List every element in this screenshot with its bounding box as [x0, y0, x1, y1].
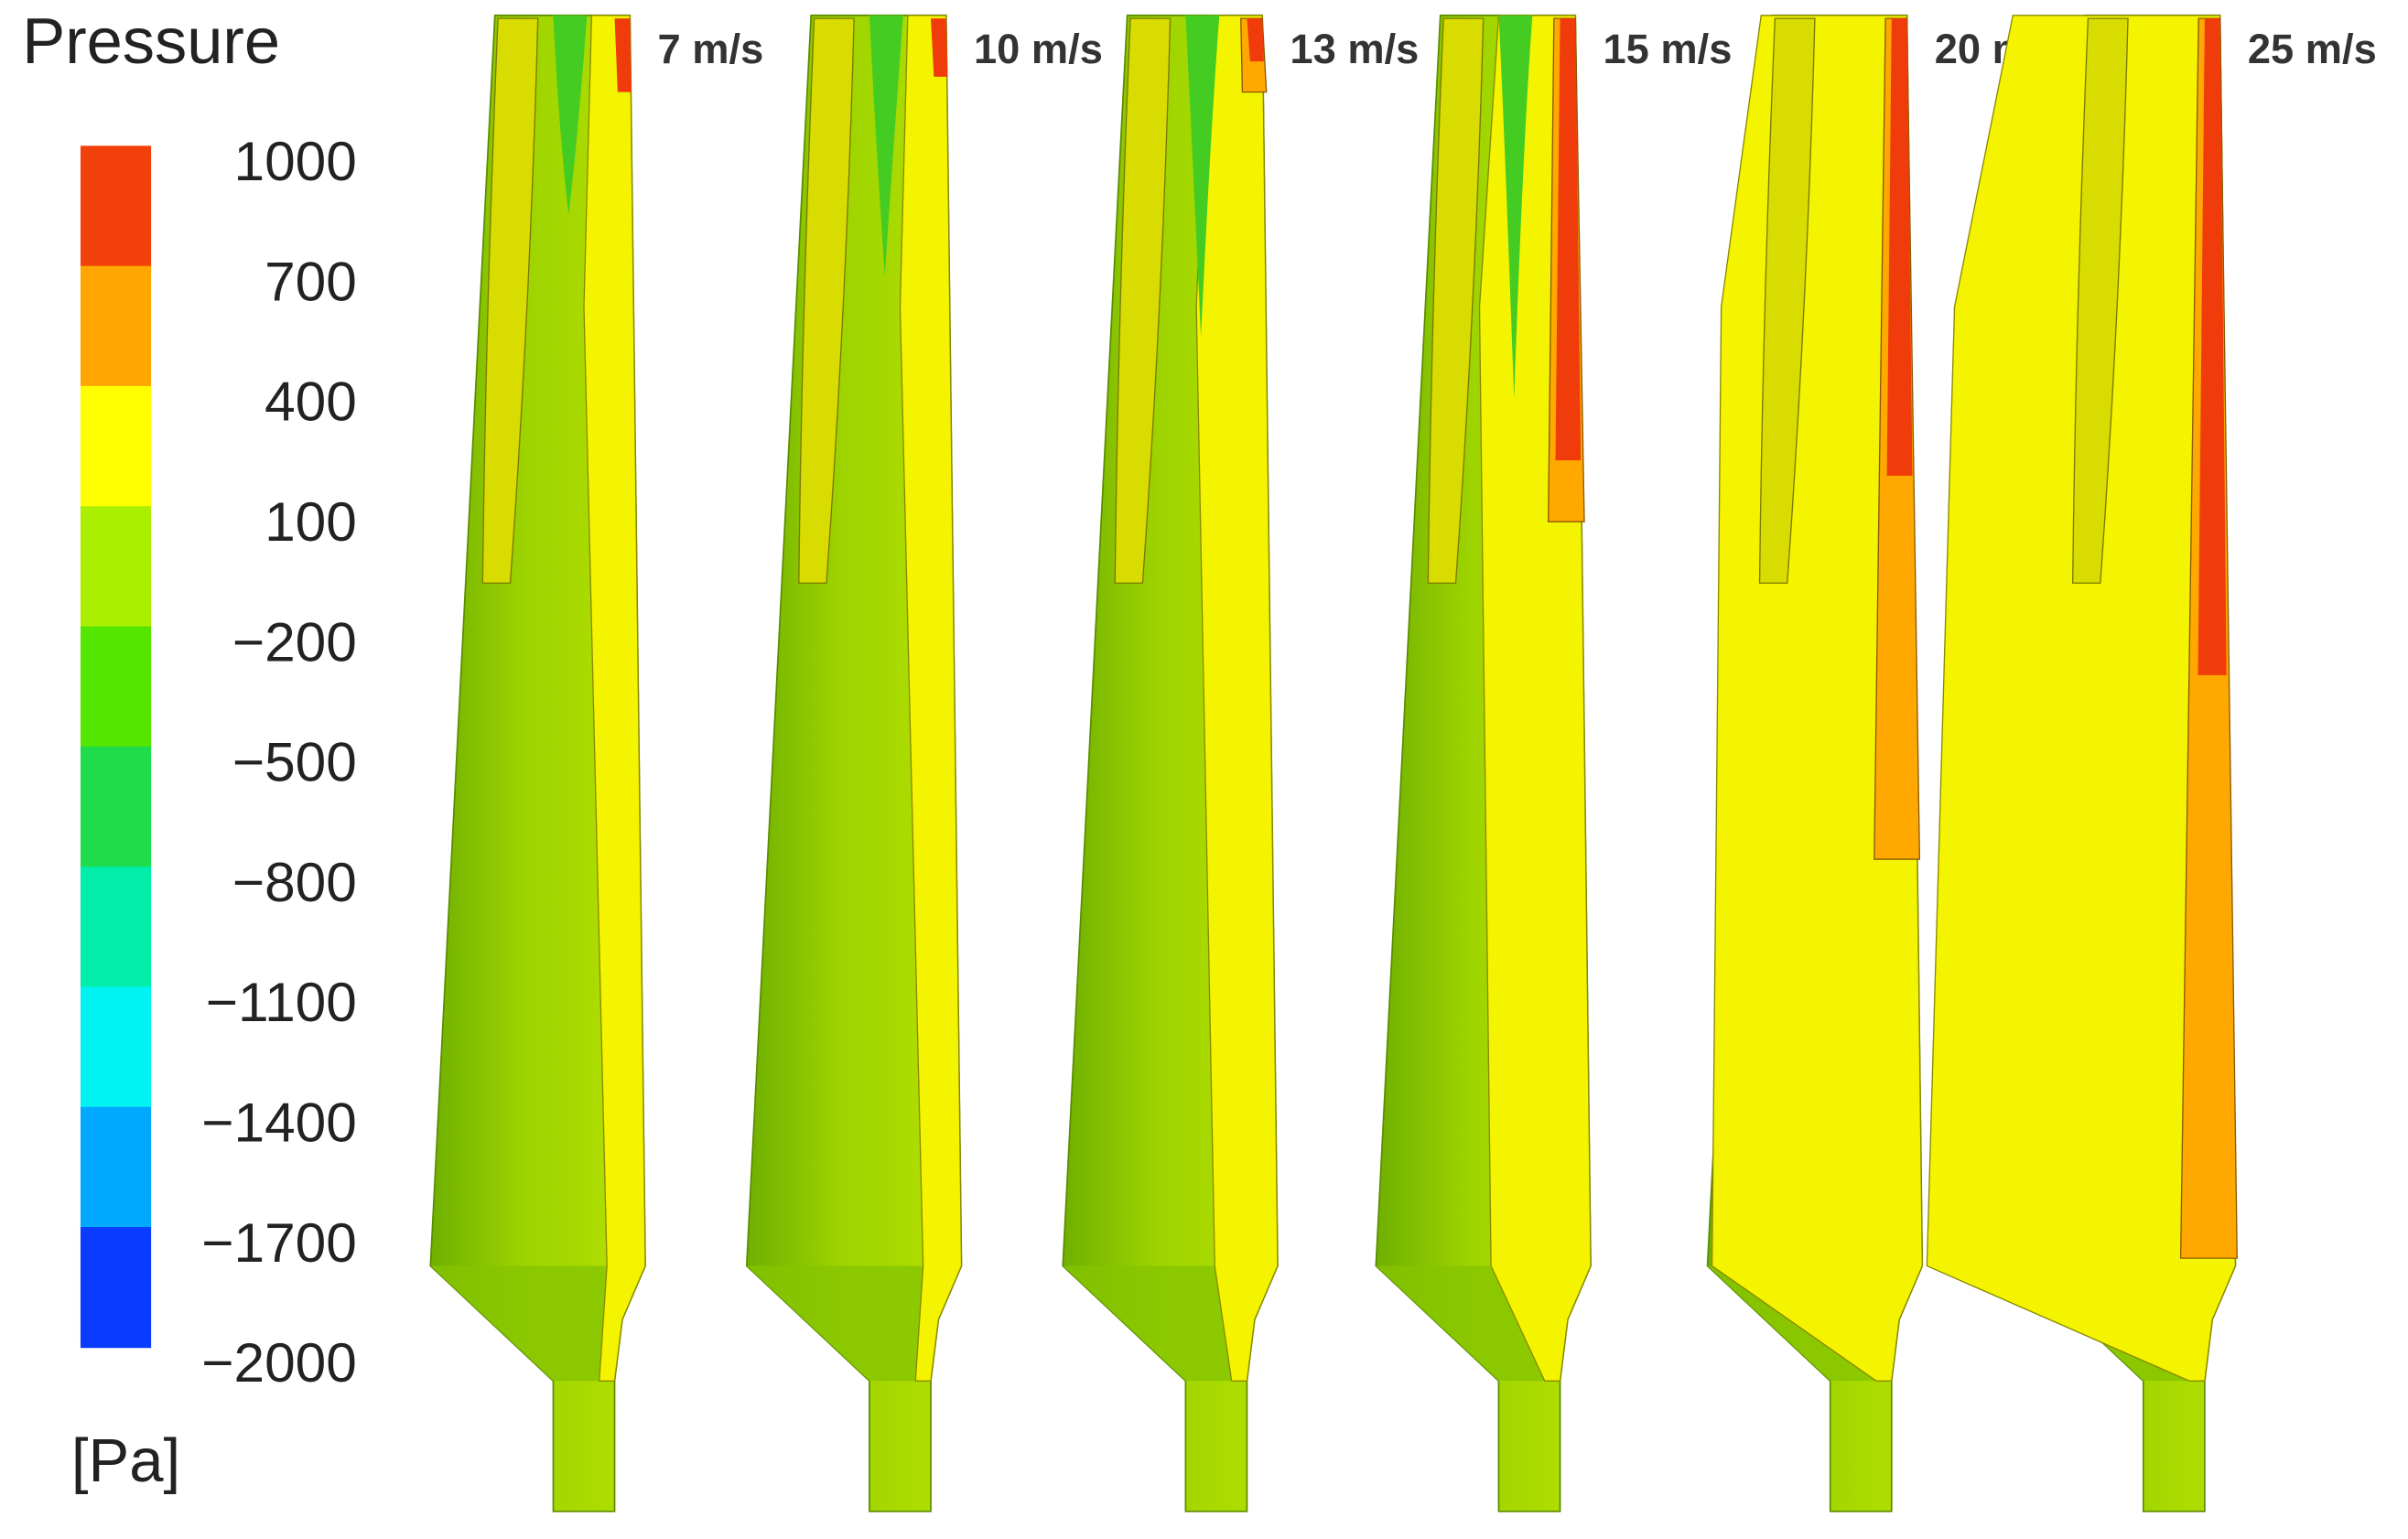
- blade: 20 m/s: [1706, 14, 2064, 1512]
- legend-tick-label: −2000: [201, 1331, 357, 1394]
- blades: 7 m/s 10 m/s 13 m/s 15 m/s 20 m/s 25 m/s: [429, 14, 2377, 1512]
- legend-tick-label: −1400: [201, 1092, 357, 1154]
- legend-title: Pressure: [22, 5, 280, 77]
- blade-shade: [430, 1265, 646, 1382]
- legend-tick-label: 100: [265, 490, 357, 553]
- contour-yellow: [1195, 15, 1279, 1382]
- blade: 25 m/s: [1926, 14, 2377, 1512]
- panel-label: 15 m/s: [1604, 26, 1733, 72]
- contour-green: [1185, 15, 1220, 338]
- colorbar-segment: [80, 1227, 152, 1349]
- contour-left: [798, 17, 855, 584]
- panel-label: 25 m/s: [2248, 26, 2377, 72]
- blade: 15 m/s: [1375, 14, 1733, 1512]
- colorbar-segment: [80, 626, 152, 748]
- colorbar-segment: [80, 866, 152, 988]
- contour-yellow: [583, 15, 646, 1382]
- contour-red: [1886, 18, 1913, 476]
- contour-yellow: [899, 15, 963, 1382]
- contour-green: [869, 15, 903, 276]
- colorbar: 1000 700 400 100 −200 −500 −800 −1100 −1400 −1700…: [80, 130, 357, 1394]
- panel-label: 13 m/s: [1290, 26, 1419, 72]
- panel-label: 10 m/s: [974, 26, 1103, 72]
- blade: 7 m/s: [429, 14, 763, 1512]
- contour-green: [553, 15, 588, 215]
- blade: 10 m/s: [745, 14, 1103, 1512]
- colorbar-segment: [80, 1106, 152, 1228]
- legend-tick-label: 400: [265, 371, 357, 433]
- legend-tick-label: −1700: [201, 1211, 357, 1274]
- contour-left: [2071, 17, 2129, 584]
- contour-green: [1498, 15, 1533, 400]
- legend-tick-label: 700: [265, 250, 357, 312]
- colorbar-segment: [80, 265, 152, 387]
- contour-left: [1114, 17, 1172, 584]
- contour-red: [1247, 18, 1264, 62]
- colorbar-segment: [80, 506, 152, 628]
- panel-label: 7 m/s: [657, 26, 763, 72]
- legend-tick-label: −200: [232, 610, 357, 673]
- legend-tick-label: −1100: [206, 971, 357, 1033]
- contour-left: [481, 17, 539, 584]
- legend-tick-label: −800: [232, 851, 357, 913]
- contour-left: [1758, 17, 1816, 584]
- colorbar-segment: [80, 746, 152, 867]
- contour-red: [2197, 18, 2227, 675]
- colorbar-segment: [80, 145, 152, 267]
- contour-red: [930, 18, 948, 77]
- colorbar-segment: [80, 385, 152, 508]
- legend-tick-label: −500: [232, 731, 357, 793]
- contour-red: [1555, 18, 1582, 461]
- legend-unit: [Pa]: [71, 1426, 180, 1495]
- blade-shade: [746, 1265, 962, 1382]
- contour-left: [1427, 17, 1485, 584]
- contour-red: [614, 18, 632, 92]
- blade: 13 m/s: [1062, 14, 1419, 1512]
- colorbar-segment: [80, 986, 152, 1108]
- legend-tick-label: 1000: [234, 130, 357, 192]
